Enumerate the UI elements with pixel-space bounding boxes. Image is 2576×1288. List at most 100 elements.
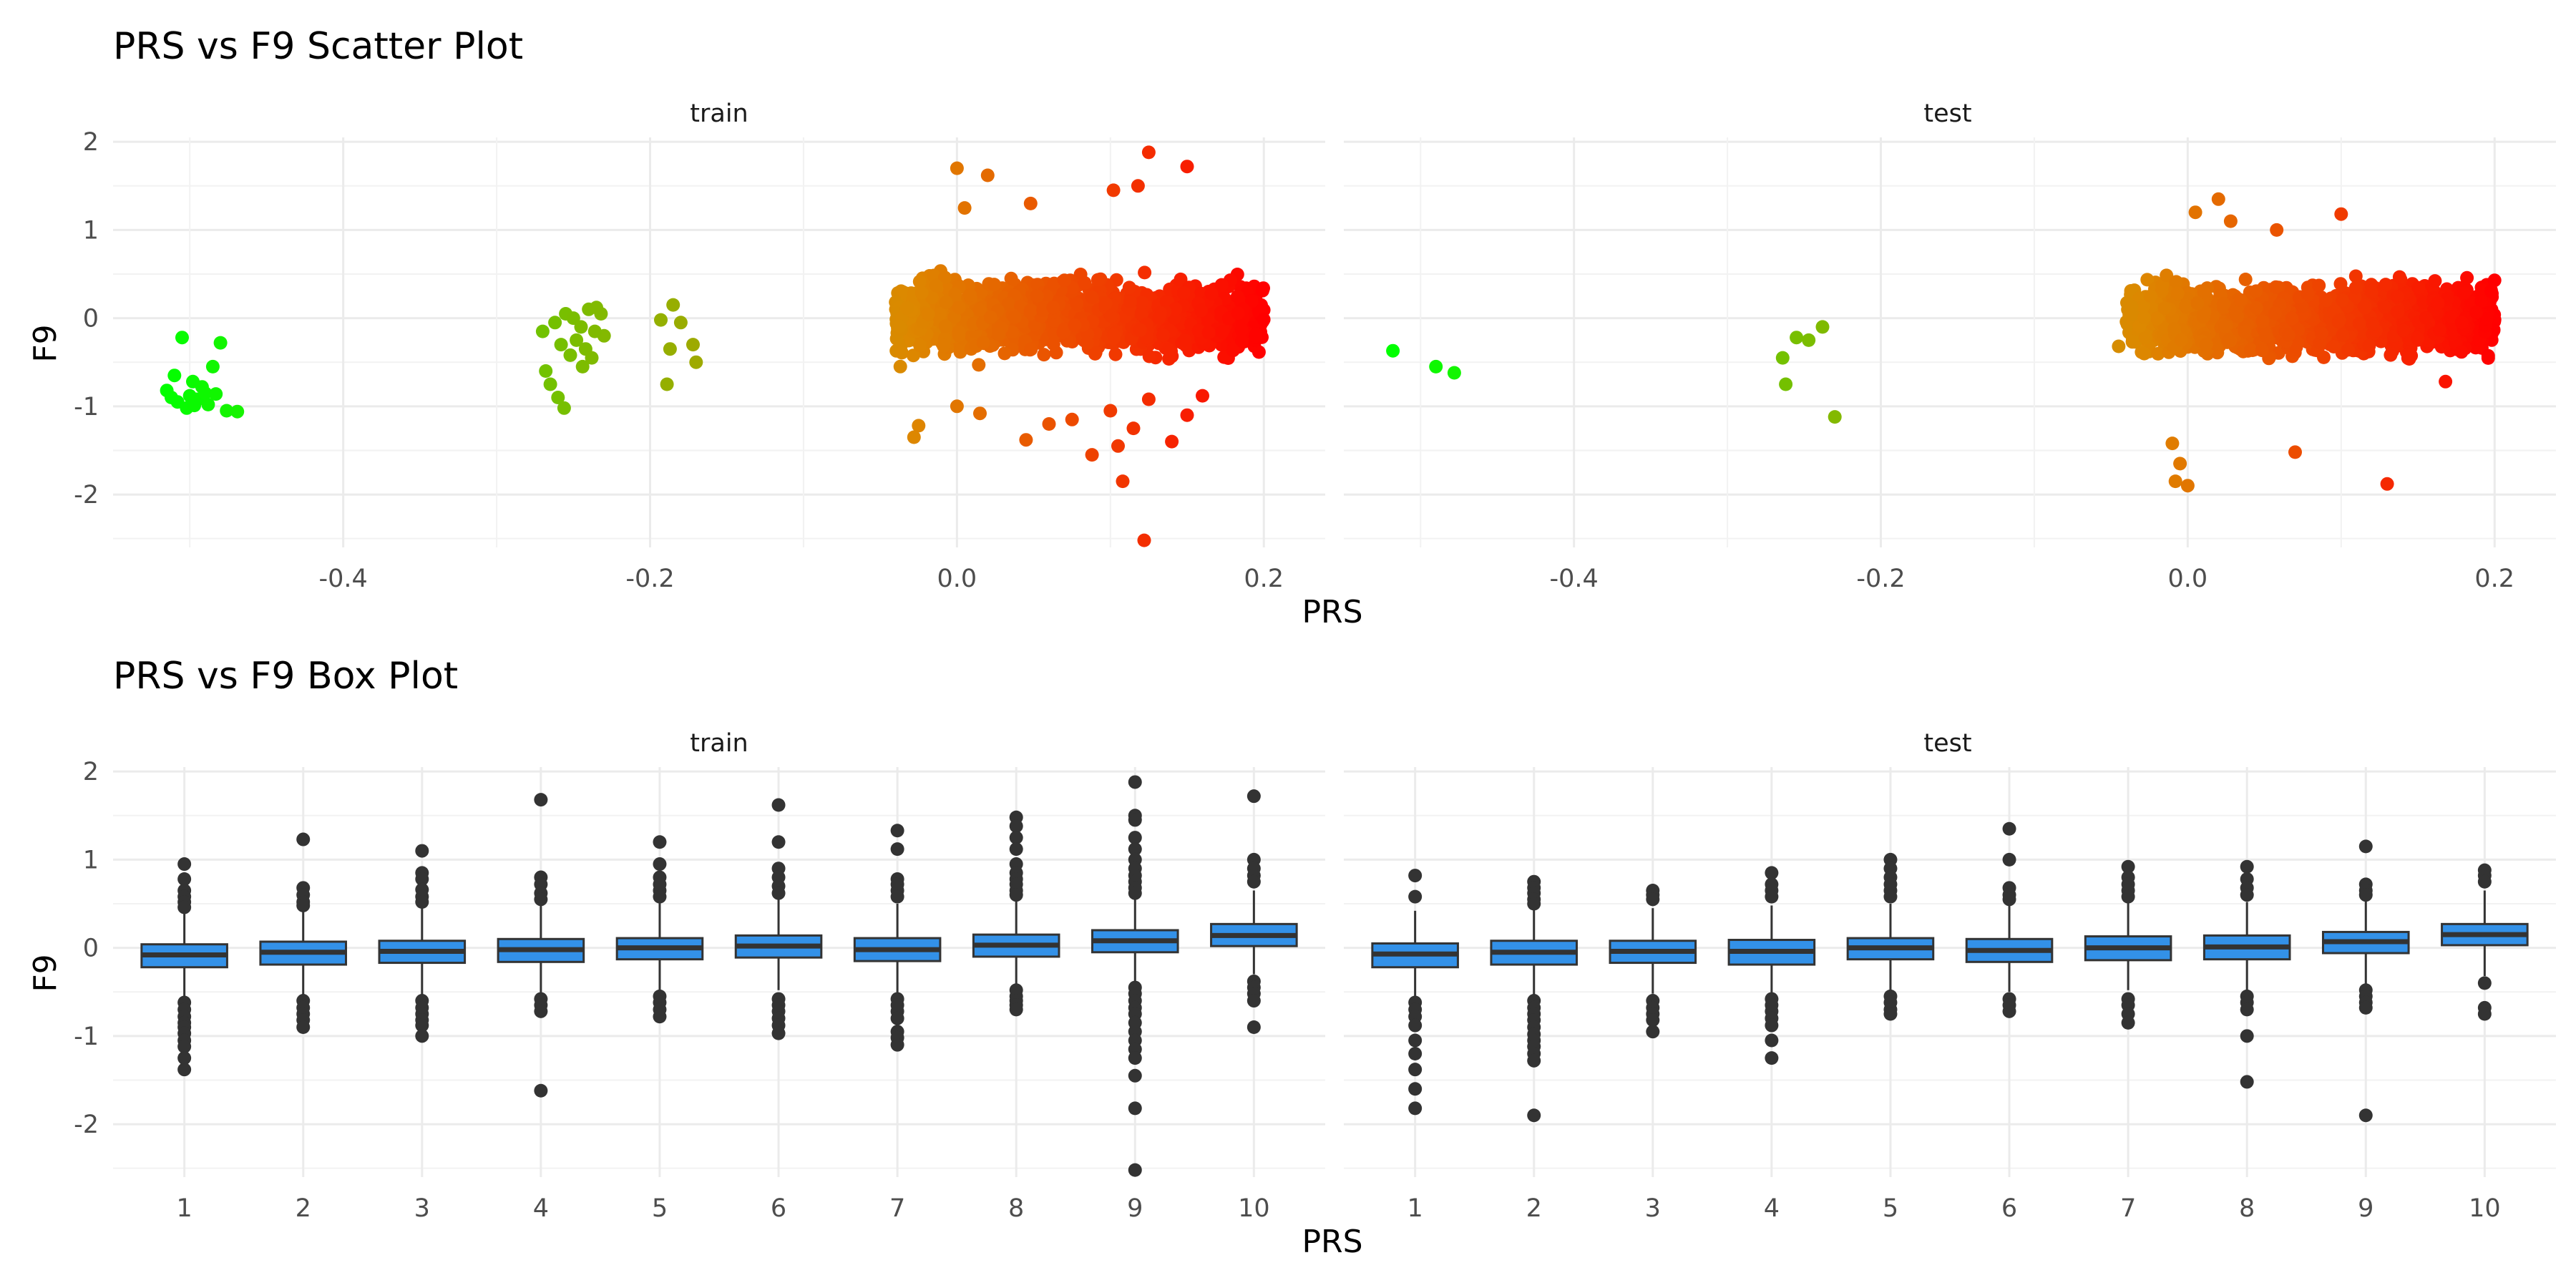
scatter-test-x-tick-label: 0.2: [2474, 565, 2514, 593]
box-outlier: [2477, 976, 2492, 990]
scatter-train-point: [201, 397, 215, 411]
scatter-train-x-tick-label: 0.2: [1244, 565, 1284, 593]
box-outlier: [1128, 813, 1142, 827]
scatter-train-point: [1042, 417, 1056, 431]
scatter-test-point: [2301, 287, 2315, 301]
box-outlier: [534, 892, 548, 907]
box-outlier: [1128, 1163, 1142, 1177]
scatter-test-point: [2155, 284, 2169, 298]
box-outlier: [2358, 839, 2373, 854]
scatter-test-point: [2165, 436, 2180, 451]
scatter-train-point: [972, 303, 987, 317]
box-outlier: [1408, 1101, 1423, 1116]
scatter-train-point: [957, 201, 972, 215]
box-outlier: [1246, 874, 1261, 889]
scatter-train-point: [929, 278, 943, 293]
scatter-test-point: [2211, 192, 2225, 206]
scatter-test-point: [2157, 301, 2172, 315]
scatter-train-point: [983, 311, 997, 324]
scatter-test-point: [2457, 286, 2471, 300]
box-outlier: [2121, 859, 2135, 874]
scatter-train-point: [575, 359, 590, 374]
scatter-train-point: [654, 313, 668, 327]
scatter-train-point: [1226, 343, 1240, 358]
scatter-y-axis-label: F9: [27, 324, 64, 362]
scatter-train-point: [213, 336, 228, 350]
box-outlier: [1408, 1082, 1423, 1096]
scatter-train-point: [557, 401, 571, 415]
box-outlier: [1246, 994, 1261, 1008]
scatter-test-point: [2285, 311, 2299, 326]
box-train-x-tick-label: 3: [414, 1194, 430, 1223]
scatter-train-point: [1065, 412, 1079, 426]
scatter-test-point: [2379, 278, 2393, 292]
scatter-test-point: [2268, 306, 2282, 321]
scatter-train-point: [1201, 326, 1216, 340]
box-outlier: [296, 898, 311, 912]
box-outlier: [890, 842, 904, 857]
scatter-train-point: [551, 391, 565, 404]
scatter-test-point: [2127, 335, 2141, 348]
scatter-test-point: [2411, 280, 2426, 295]
box-outlier: [296, 1020, 311, 1035]
scatter-train-point: [937, 338, 951, 353]
box-outlier: [1009, 831, 1023, 845]
box-outlier: [1765, 866, 1779, 880]
box-outlier: [2002, 852, 2016, 867]
scatter-train-point: [1085, 448, 1099, 462]
scatter-test-point: [2167, 322, 2181, 336]
box-outlier: [2240, 859, 2254, 874]
scatter-test-point: [2137, 311, 2151, 325]
scatter-train-point: [1133, 323, 1147, 337]
scatter-train-point: [1108, 347, 1123, 361]
scatter-test-point: [1790, 331, 1804, 345]
scatter-train-point: [907, 430, 921, 444]
scatter-train-point: [689, 355, 703, 369]
scatter-y-tick-label: 1: [83, 216, 99, 245]
scatter-train-point: [1245, 294, 1259, 308]
box-outlier: [2477, 874, 2492, 889]
scatter-train-point: [1106, 183, 1121, 197]
scatter-train-point: [991, 327, 1005, 341]
scatter-train-point: [1135, 296, 1148, 310]
scatter-train-point: [980, 168, 995, 182]
scatter-test-point: [2480, 311, 2494, 326]
scatter-train-point: [1030, 289, 1044, 303]
box-train-box-7: [853, 824, 942, 1052]
scatter-test-point: [2150, 311, 2164, 326]
box-outlier: [1128, 886, 1142, 900]
scatter-train-point: [686, 338, 700, 352]
scatter-train-point: [1165, 434, 1179, 449]
scatter-train-point: [950, 399, 964, 414]
scatter-train-point: [165, 391, 178, 404]
scatter-test-point: [2281, 328, 2296, 342]
box-train-x-tick-label: 6: [771, 1194, 786, 1223]
box-outlier: [415, 1029, 429, 1043]
scatter-train-point: [1123, 295, 1137, 309]
scatter-train-point: [1111, 439, 1125, 453]
scatter-train-point: [167, 369, 182, 383]
scatter-test-point: [2196, 310, 2210, 324]
scatter-train-point: [660, 377, 674, 391]
scatter-test-point: [2244, 343, 2258, 357]
box-outlier: [1527, 1053, 1541, 1068]
box-outlier: [653, 835, 667, 849]
scatter-test-point: [2223, 214, 2238, 228]
scatter-test-point: [2249, 284, 2263, 298]
scatter-train-point: [1104, 309, 1118, 323]
scatter-train-point: [1023, 196, 1038, 210]
scatter-train-point: [187, 399, 202, 413]
scatter-test-point: [2169, 275, 2183, 289]
scatter-test-point: [2428, 274, 2442, 288]
scatter-test-point: [2140, 273, 2155, 287]
scatter-test-point: [2419, 311, 2433, 325]
scatter-train-point: [1257, 313, 1271, 326]
scatter-strip-train: train: [690, 99, 748, 128]
box-outlier: [771, 835, 786, 849]
scatter-test-point: [2238, 324, 2252, 338]
scatter-train-point: [1161, 343, 1176, 357]
scatter-train-point: [230, 404, 245, 419]
scatter-test-point: [2190, 296, 2205, 310]
scatter-train-point: [209, 387, 223, 401]
